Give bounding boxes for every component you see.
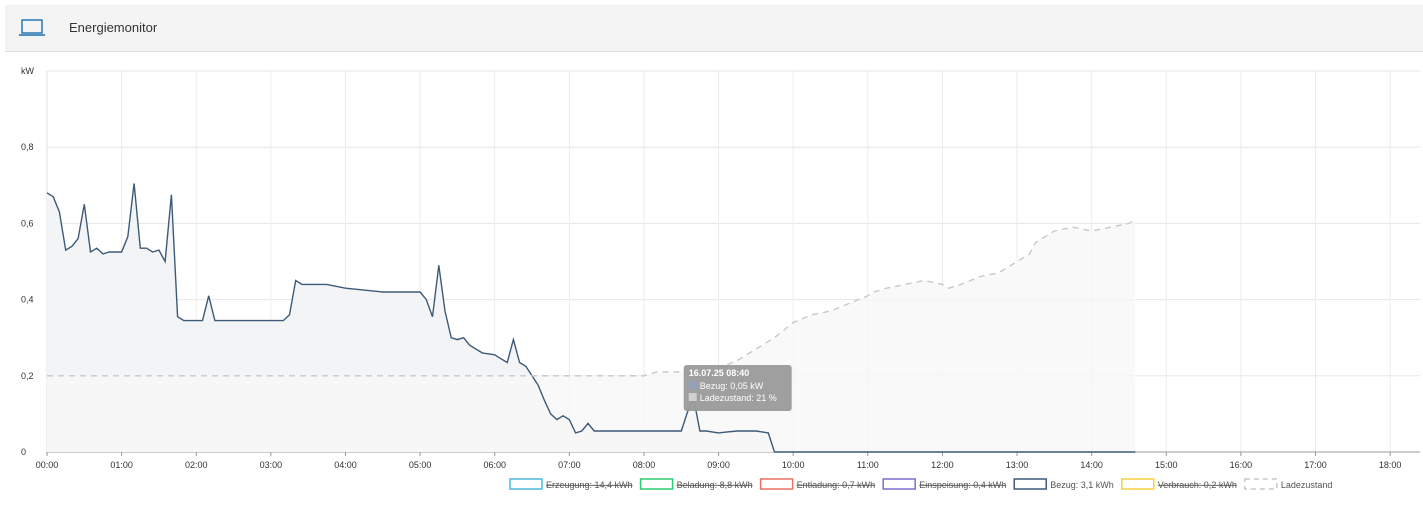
x-tick-label: 03:00 (260, 460, 283, 470)
x-tick-label: 13:00 (1006, 460, 1029, 470)
legend-label: Beladung: 8,8 kWh (677, 480, 753, 490)
x-tick-label: 15:00 (1155, 460, 1178, 470)
x-tick-label: 08:00 (633, 460, 656, 470)
panel-title: Energiemonitor (69, 20, 158, 35)
x-tick-label: 04:00 (334, 460, 357, 470)
legend-item[interactable]: Verbrauch: 0,2 kWh (1121, 478, 1237, 490)
y-axis-unit-label: kW (21, 66, 35, 76)
x-tick-label: 11:00 (857, 460, 879, 470)
legend-label: Einspeisung: 0,4 kWh (919, 480, 1006, 490)
x-tick-label: 02:00 (185, 460, 208, 470)
legend-swatch (1244, 478, 1278, 490)
x-tick-label: 18:00 (1379, 460, 1402, 470)
series-line-bezug (46, 183, 1136, 453)
legend-swatch (759, 478, 794, 490)
tooltip-title: 16.07.25 08:40 (689, 368, 750, 378)
legend-label: Entladung: 0,7 kWh (797, 480, 876, 490)
tooltip-box (683, 365, 792, 411)
y-tick-label: 0 (21, 447, 26, 457)
legend-swatch (882, 478, 916, 490)
legend-swatch (509, 478, 543, 490)
legend-swatch (639, 478, 674, 490)
x-tick-label: 09:00 (707, 460, 730, 470)
x-tick-label: 17:00 (1304, 460, 1327, 470)
legend-label: Erzeugung: 14,4 kWh (546, 480, 633, 490)
x-tick-label: 06:00 (483, 460, 506, 470)
x-tick-label: 16:00 (1230, 460, 1253, 470)
legend-item[interactable]: Entladung: 0,7 kWh (759, 478, 876, 490)
legend-item[interactable]: Einspeisung: 0,4 kWh (882, 478, 1006, 490)
x-tick-label: 07:00 (558, 460, 581, 470)
x-tick-label: 01:00 (110, 460, 133, 470)
x-tick-label: 10:00 (782, 460, 805, 470)
y-tick-label: 0,8 (21, 142, 34, 152)
y-tick-label: 0,4 (21, 295, 34, 305)
legend-item[interactable]: Ladezustand (1244, 478, 1333, 490)
legend-item[interactable]: Erzeugung: 14,4 kWh (509, 478, 633, 490)
series-area-ladezustand (47, 219, 1136, 452)
series-line-ladezustand (47, 219, 1136, 377)
legend-label: Ladezustand (1281, 480, 1333, 490)
tooltip-swatch (688, 381, 697, 389)
tooltip-line: Ladezustand: 21 % (700, 393, 777, 403)
x-tick-label: 05:00 (409, 460, 432, 470)
y-tick-label: 0,6 (21, 218, 34, 228)
legend-item[interactable]: Beladung: 8,8 kWh (639, 478, 753, 490)
legend-swatch (1013, 478, 1047, 490)
x-tick-label: 00:00 (36, 460, 59, 470)
legend-label: Bezug: 3,1 kWh (1050, 480, 1114, 490)
legend-swatch (1121, 478, 1155, 490)
legend-item[interactable]: Bezug: 3,1 kWh (1013, 478, 1114, 490)
x-tick-label: 14:00 (1080, 460, 1103, 470)
tooltip-swatch (688, 393, 697, 401)
tooltip-line: Bezug: 0,05 kW (700, 381, 764, 391)
x-tick-label: 12:00 (931, 460, 954, 470)
laptop-icon (19, 19, 45, 36)
y-tick-label: 0,2 (21, 371, 34, 381)
legend-label: Verbrauch: 0,2 kWh (1158, 480, 1237, 490)
panel-header: Energiemonitor (5, 5, 1423, 52)
